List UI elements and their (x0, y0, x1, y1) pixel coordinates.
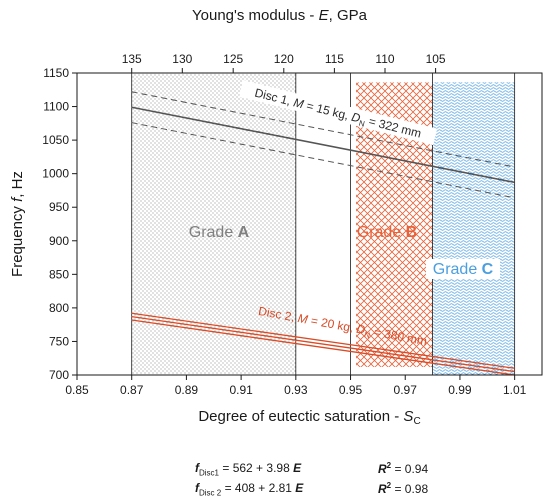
x-tick-label: 0.99 (448, 383, 472, 397)
series-label-sub: N (364, 330, 372, 340)
y-tick-label: 1050 (42, 133, 69, 147)
x-tick-label: 0.89 (175, 383, 199, 397)
x-tick-label: 0.97 (394, 383, 418, 397)
equation-disc1: fDisc1 = 562 + 3.98 E (195, 461, 301, 477)
x-tick-label: 0.93 (284, 383, 308, 397)
eq2-r: R (378, 482, 387, 496)
eq1-E: E (293, 461, 302, 475)
y-tick-label: 1000 (42, 167, 69, 181)
eq1-r: R (378, 462, 387, 476)
disc2-line (131, 315, 515, 373)
disc1-upper-band (131, 91, 515, 168)
plot-frame (76, 72, 543, 376)
grade-label-b: Grade B (357, 224, 417, 241)
series-label-d: D (355, 322, 366, 337)
x2-axis-title: Young's modulus - E, GPa (192, 7, 368, 24)
eq1-rhs: = 562 + 3.98 (219, 461, 294, 475)
disc1-line (131, 106, 515, 184)
grade-label-word: Grade (433, 261, 482, 278)
eq2-E: E (295, 481, 304, 495)
x-tick-label: 0.85 (65, 383, 89, 397)
y-axis-title-text: Frequency (9, 202, 26, 277)
eq1-r-val: = 0.94 (391, 462, 429, 476)
x2-tick-label: 130 (172, 52, 192, 66)
grade-label-letter: B (406, 224, 418, 241)
y-tick-label: 1100 (43, 100, 69, 114)
eq2-r-sup: 2 (386, 481, 392, 490)
series-label-m: M (292, 95, 305, 111)
grade-region-c (432, 82, 515, 375)
x2-tick-label: 105 (426, 52, 446, 66)
equation-disc1-r2: R2 = 0.94 (378, 461, 428, 476)
y-tick-label: 850 (49, 267, 69, 281)
x-axis-title-sub: C (413, 416, 420, 427)
grade-label-a: Grade A (189, 224, 250, 241)
y-tick-label: 750 (49, 334, 69, 348)
y-tick-label: 1150 (43, 66, 69, 80)
x2-tick-label: 120 (274, 52, 294, 66)
series-label-sub: N (358, 119, 366, 129)
series-label-m: M (297, 311, 309, 327)
series-label-d: D (350, 110, 362, 126)
grade-label-c: Grade C (433, 261, 494, 278)
x-axis-title-text: Degree of eutectic saturation - (198, 408, 403, 425)
grade-label-word: Grade (357, 224, 406, 241)
eq2-r-val: = 0.98 (391, 482, 429, 496)
eq1-sub: Disc1 (199, 468, 220, 478)
x-tick-label: 1.01 (503, 383, 527, 397)
y-tick-label: 800 (49, 301, 69, 315)
x-tick-label: 0.95 (339, 383, 363, 397)
x2-tick-label: 110 (375, 52, 394, 66)
equation-disc2: fDisc 2 = 408 + 2.81 E (195, 481, 303, 497)
x2-tick-label: 125 (223, 52, 243, 66)
y-axis-title: Frequency f, Hz (9, 171, 26, 277)
disc2-lower-band (131, 319, 515, 376)
eq1-f: f (195, 461, 199, 475)
x2-tick-label: 115 (325, 52, 344, 66)
x-axis-title: Degree of eutectic saturation - SC (198, 408, 420, 427)
grade-label-bg (426, 259, 500, 279)
disc2-upper-band (131, 312, 515, 369)
y-tick-label: 900 (49, 234, 69, 248)
x-axis-title-symbol: S (403, 408, 413, 425)
y-axis-title-unit: , Hz (9, 171, 26, 198)
y-axis-title-symbol: f (9, 196, 26, 202)
y-tick-label: 700 (49, 368, 69, 382)
x-tick-label: 0.91 (229, 383, 253, 397)
grade-label-word: Grade (189, 224, 238, 241)
equation-disc2-r2: R2 = 0.98 (378, 481, 428, 496)
x2-axis-title-symbol: E (319, 7, 330, 24)
grade-label-letter: C (482, 261, 494, 278)
x2-axis-title-unit: , GPa (329, 7, 368, 24)
eq2-f: f (195, 481, 199, 495)
x-tick-label: 0.87 (120, 383, 144, 397)
series-label-bg (239, 80, 438, 146)
disc1-lower-band (131, 122, 515, 199)
x2-axis-title-text: Young's modulus - (192, 7, 319, 24)
eq2-sub: Disc 2 (199, 488, 222, 498)
eq1-r-sup: 2 (386, 461, 392, 470)
grade-label-letter: A (238, 224, 250, 241)
x2-tick-label: 135 (122, 52, 142, 66)
eq2-rhs: = 408 + 2.81 (221, 481, 296, 495)
y-tick-label: 950 (49, 200, 69, 214)
